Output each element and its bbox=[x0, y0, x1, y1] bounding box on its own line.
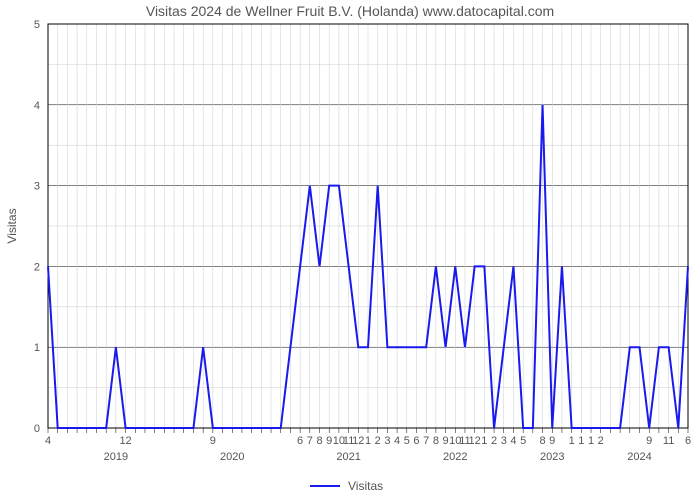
x-year-label: 2022 bbox=[443, 451, 467, 463]
x-tick-label: 12 bbox=[119, 435, 131, 447]
chart-title: Visitas 2024 de Wellner Fruit B.V. (Hola… bbox=[146, 3, 554, 19]
y-tick-label: 0 bbox=[34, 423, 40, 435]
x-tick-label: 5 bbox=[404, 435, 410, 447]
x-tick-label: 1 bbox=[578, 435, 584, 447]
x-tick-label: 9 bbox=[549, 435, 555, 447]
x-tick-label: 2 bbox=[491, 435, 497, 447]
x-tick-label: 1 bbox=[481, 435, 487, 447]
x-tick-label: 8 bbox=[433, 435, 439, 447]
x-tick-label: 9 bbox=[326, 435, 332, 447]
x-year-label: 2020 bbox=[220, 451, 244, 463]
x-year-label: 2024 bbox=[627, 451, 651, 463]
x-tick-label: 2 bbox=[598, 435, 604, 447]
x-tick-label: 9 bbox=[646, 435, 652, 447]
visits-line-chart: Visitas 2024 de Wellner Fruit B.V. (Hola… bbox=[0, 0, 700, 500]
x-year-label: 2019 bbox=[104, 451, 128, 463]
y-tick-label: 2 bbox=[34, 261, 40, 273]
x-tick-label: 4 bbox=[510, 435, 516, 447]
y-tick-label: 3 bbox=[34, 181, 40, 193]
x-tick-label: 1 bbox=[569, 435, 575, 447]
x-tick-label: 9 bbox=[443, 435, 449, 447]
x-tick-label: 6 bbox=[685, 435, 691, 447]
legend-label: Visitas bbox=[348, 479, 383, 493]
x-tick-label: 6 bbox=[297, 435, 303, 447]
x-tick-label: 6 bbox=[413, 435, 419, 447]
y-axis-label: Visitas bbox=[5, 208, 19, 243]
y-tick-label: 4 bbox=[34, 100, 40, 112]
x-tick-label: 11 bbox=[663, 435, 674, 447]
x-tick-label: 1 bbox=[365, 435, 371, 447]
x-tick-label: 8 bbox=[316, 435, 322, 447]
x-tick-label: 4 bbox=[394, 435, 400, 447]
y-tick-label: 1 bbox=[34, 342, 40, 354]
x-tick-label: 12 bbox=[469, 435, 481, 447]
x-tick-label: 4 bbox=[45, 435, 51, 447]
x-tick-label: 7 bbox=[423, 435, 429, 447]
x-year-label: 2021 bbox=[336, 451, 360, 463]
x-tick-label: 8 bbox=[539, 435, 545, 447]
x-tick-label: 5 bbox=[520, 435, 526, 447]
x-tick-label: 12 bbox=[352, 435, 364, 447]
x-tick-label: 3 bbox=[384, 435, 390, 447]
x-tick-label: 9 bbox=[210, 435, 216, 447]
x-tick-label: 1 bbox=[588, 435, 594, 447]
x-year-label: 2023 bbox=[540, 451, 564, 463]
x-tick-label: 3 bbox=[501, 435, 507, 447]
x-tick-label: 7 bbox=[307, 435, 313, 447]
y-tick-label: 5 bbox=[34, 19, 40, 31]
x-tick-label: 2 bbox=[375, 435, 381, 447]
